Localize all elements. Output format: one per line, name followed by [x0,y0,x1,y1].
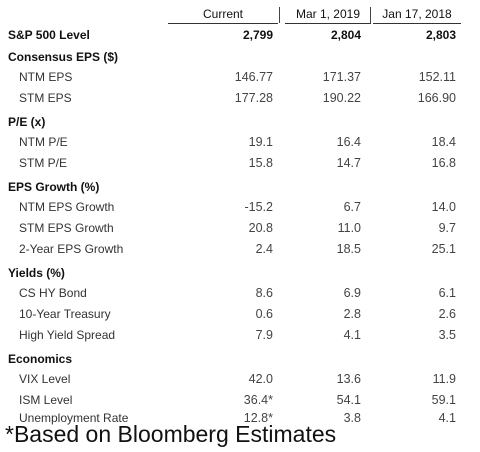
col-header-current: Current [202,7,243,21]
value-jan-2018: 59.1 [431,393,456,407]
row-label: VIX Level [19,372,71,386]
value-mar-2019: 2,804 [330,28,361,42]
table-row: NTM EPS 146.77 171.37 152.11 [0,67,480,87]
row-label: NTM EPS Growth [19,200,115,214]
value-jan-2018: 18.4 [431,135,456,149]
value-current: 2,799 [242,28,273,42]
row-label: NTM EPS [19,70,73,84]
sp500-level-row: S&P 500 Level 2,799 2,804 2,803 [0,25,480,45]
value-current: 146.77 [234,70,273,84]
value-jan-2018: 2,803 [425,28,456,42]
row-label: NTM P/E [19,135,68,149]
row-label: High Yield Spread [19,328,116,342]
value-mar-2019: 2.8 [343,307,361,321]
section-title-row: Economics [0,349,480,369]
value-mar-2019: 4.1 [343,328,361,342]
value-mar-2019: 11.0 [337,221,361,235]
value-mar-2019: 16.4 [336,135,361,149]
table-row: STM EPS Growth 20.8 11.0 9.7 [0,218,480,238]
section-title: EPS Growth (%) [8,180,100,194]
column-header-row: Current Mar 1, 2019 Jan 17, 2018 [0,4,480,24]
row-label: 10-Year Treasury [19,307,111,321]
value-current: 36.4* [243,393,273,407]
value-jan-2018: 152.11 [418,70,456,84]
value-mar-2019: 14.7 [336,156,361,170]
value-current: 177.28 [234,91,273,105]
section-title-row: EPS Growth (%) [0,177,480,197]
section-title-row: P/E (x) [0,112,480,132]
table-row: 10-Year Treasury 0.6 2.8 2.6 [0,304,480,324]
row-label: STM EPS [19,91,72,105]
value-jan-2018: 14.0 [431,200,456,214]
row-label: STM P/E [19,156,68,170]
table-row: STM P/E 15.8 14.7 16.8 [0,153,480,173]
table-row: STM EPS 177.28 190.22 166.90 [0,88,480,108]
value-current: 8.6 [255,286,273,300]
section-title: Yields (%) [8,266,65,280]
row-label: CS HY Bond [19,286,87,300]
row-label: STM EPS Growth [19,221,114,235]
value-jan-2018: 9.7 [438,221,456,235]
section-title: Consensus EPS ($) [8,50,119,64]
value-jan-2018: 16.8 [431,156,456,170]
table-row: NTM P/E 19.1 16.4 18.4 [0,132,480,152]
row-label: S&P 500 Level [8,28,90,42]
value-current: 42.0 [248,372,273,386]
table-row: ISM Level 36.4* 54.1 59.1 [0,390,480,410]
value-jan-2018: 4.1 [438,411,456,425]
value-current: 19.1 [248,135,273,149]
value-current: -15.2 [244,200,274,214]
value-mar-2019: 13.6 [336,372,361,386]
value-mar-2019: 171.37 [322,70,361,84]
value-current: 20.8 [248,221,273,235]
section-title: P/E (x) [8,115,46,129]
value-jan-2018: 3.5 [438,328,456,342]
table-row: CS HY Bond 8.6 6.9 6.1 [0,283,480,303]
value-mar-2019: 6.9 [343,286,361,300]
value-mar-2019: 54.1 [336,393,361,407]
value-mar-2019: 6.7 [343,200,361,214]
table-row: 2-Year EPS Growth 2.4 18.5 25.1 [0,239,480,259]
table-row: NTM EPS Growth -15.2 6.7 14.0 [0,197,480,217]
value-current: 15.8 [248,156,273,170]
value-current: 12.8* [243,411,273,425]
col-header-jan-2018: Jan 17, 2018 [382,7,452,21]
col-header-mar-2019: Mar 1, 2019 [295,7,361,21]
table-row: High Yield Spread 7.9 4.1 3.5 [0,325,480,345]
value-current: 7.9 [255,328,273,342]
value-current: 0.6 [255,307,273,321]
header-underline-jan-2018 [373,23,461,24]
value-mar-2019: 3.8 [343,411,361,425]
footnote: *Based on Bloomberg Estimates [5,421,337,447]
header-underline-mar-2019 [285,23,371,24]
table-row: Unemployment Rate 12.8* 3.8 4.1 [0,411,480,425]
value-jan-2018: 25.1 [431,242,456,256]
value-jan-2018: 2.6 [438,307,456,321]
value-jan-2018: 166.90 [417,91,456,105]
header-underline-current [168,23,278,24]
column-divider [370,7,371,23]
value-jan-2018: 6.1 [438,286,456,300]
value-mar-2019: 18.5 [336,242,361,256]
value-current: 2.4 [255,242,273,256]
table-row: VIX Level 42.0 13.6 11.9 [0,369,480,389]
section-title-row: Yields (%) [0,263,480,283]
row-label: 2-Year EPS Growth [19,242,124,256]
value-jan-2018: 11.9 [432,372,456,386]
column-divider [279,7,280,23]
row-label: ISM Level [19,393,73,407]
section-title: Economics [8,352,73,366]
section-title-row: Consensus EPS ($) [0,47,480,67]
value-mar-2019: 190.22 [322,91,361,105]
row-label: Unemployment Rate [19,411,129,425]
